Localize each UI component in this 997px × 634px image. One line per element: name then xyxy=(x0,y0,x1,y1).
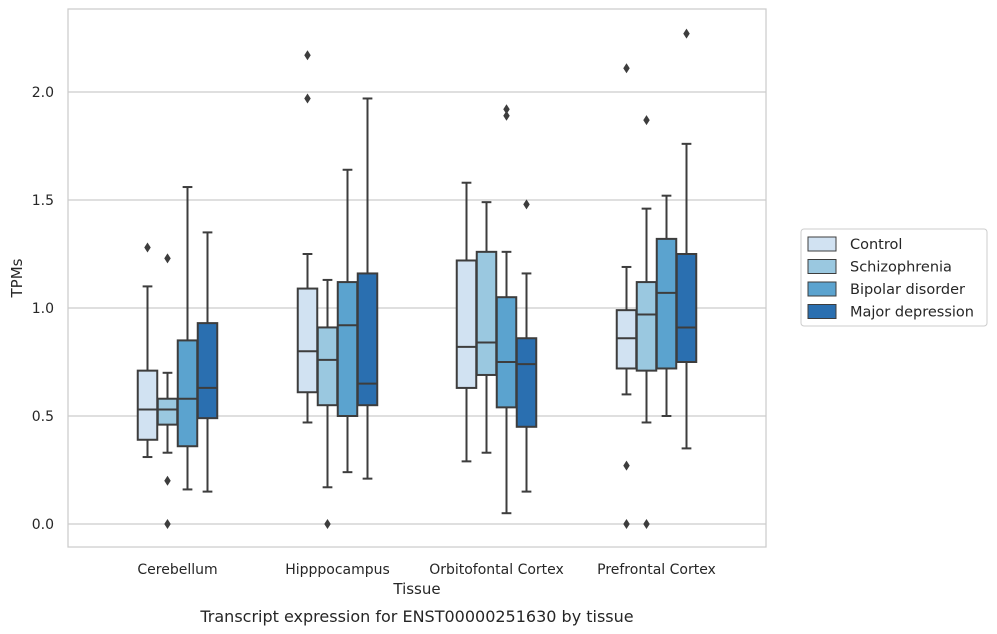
iqr-box xyxy=(635,281,658,372)
x-tick-labels: Cerebellum Hipppocampus Orbitofontal Corte… xyxy=(137,562,715,578)
box-bipolar-disorder xyxy=(495,104,518,515)
outlier-point xyxy=(643,115,650,126)
outlier-point xyxy=(643,519,650,529)
legend-swatch xyxy=(807,281,837,297)
outlier-point xyxy=(503,104,510,115)
plot-frame xyxy=(67,8,767,548)
iqr-box xyxy=(356,272,379,407)
iqr-box xyxy=(196,322,219,420)
outlier-point xyxy=(164,475,171,486)
iqr-box xyxy=(296,287,319,394)
y-tick-label: 2.0 xyxy=(32,85,54,101)
x-tick-label: Cerebellum xyxy=(137,562,217,578)
x-axis-label: Tissue xyxy=(392,580,440,598)
outlier-point xyxy=(623,63,630,74)
legend-label: Schizophrenia xyxy=(850,260,952,276)
box-control xyxy=(136,242,159,459)
box-control xyxy=(296,50,319,424)
iqr-box xyxy=(515,337,538,428)
iqr-box xyxy=(455,259,478,389)
legend-label: Control xyxy=(850,237,902,253)
legend: Control Schizophrenia Bipolar disorder Majo… xyxy=(800,228,988,327)
iqr-box xyxy=(675,253,698,363)
box-schizophrenia xyxy=(156,253,179,529)
outlier-point xyxy=(683,28,690,39)
chart-title: Transcript expression for ENST0000025163… xyxy=(199,607,633,626)
box-major-depression xyxy=(675,28,698,450)
y-tick-label: 0.5 xyxy=(32,409,54,425)
iqr-box xyxy=(655,237,678,370)
box-control xyxy=(455,181,478,463)
iqr-box xyxy=(176,339,199,448)
outlier-point xyxy=(304,93,311,104)
y-tick-label: 1.0 xyxy=(32,301,54,317)
outlier-point xyxy=(623,519,630,529)
box-schizophrenia xyxy=(475,201,498,454)
legend-label: Bipolar disorder xyxy=(850,282,965,298)
outlier-point xyxy=(304,50,311,61)
iqr-box xyxy=(495,296,518,409)
box-schizophrenia xyxy=(316,278,339,529)
iqr-box xyxy=(316,326,339,407)
x-tick-label: Prefrontal Cortex xyxy=(597,562,716,578)
box-control xyxy=(615,63,638,529)
box-bipolar-disorder xyxy=(655,194,678,417)
y-tick-label: 0.0 xyxy=(32,517,54,533)
x-tick-label: Orbitofontal Cortex xyxy=(429,562,564,578)
y-tick-label: 1.5 xyxy=(32,193,54,209)
outlier-point xyxy=(324,519,331,529)
iqr-box xyxy=(475,250,498,376)
outlier-point xyxy=(144,242,151,253)
iqr-box xyxy=(336,281,359,417)
legend-swatch xyxy=(807,304,837,319)
iqr-box xyxy=(136,369,159,441)
outlier-point xyxy=(623,460,630,471)
y-axis-label: TPMs xyxy=(8,258,26,298)
box-bipolar-disorder xyxy=(176,186,199,491)
box-major-depression xyxy=(356,97,379,480)
legend-label: Major depression xyxy=(850,305,974,321)
iqr-box xyxy=(615,309,638,370)
box-groups xyxy=(136,28,698,529)
legend-swatch xyxy=(807,259,837,274)
box-schizophrenia xyxy=(635,115,658,529)
outlier-point xyxy=(164,519,171,529)
outlier-point xyxy=(523,199,530,210)
outlier-point xyxy=(503,110,510,121)
box-bipolar-disorder xyxy=(336,168,359,474)
y-tick-labels: 0.0 0.5 1.0 1.5 2.0 xyxy=(32,85,54,533)
box-major-depression xyxy=(515,199,538,493)
box-major-depression xyxy=(196,231,219,493)
iqr-box xyxy=(156,397,179,426)
legend-swatch xyxy=(807,236,837,252)
legend-frame xyxy=(800,228,988,327)
x-tick-label: Hipppocampus xyxy=(285,562,390,578)
outlier-point xyxy=(164,253,171,264)
